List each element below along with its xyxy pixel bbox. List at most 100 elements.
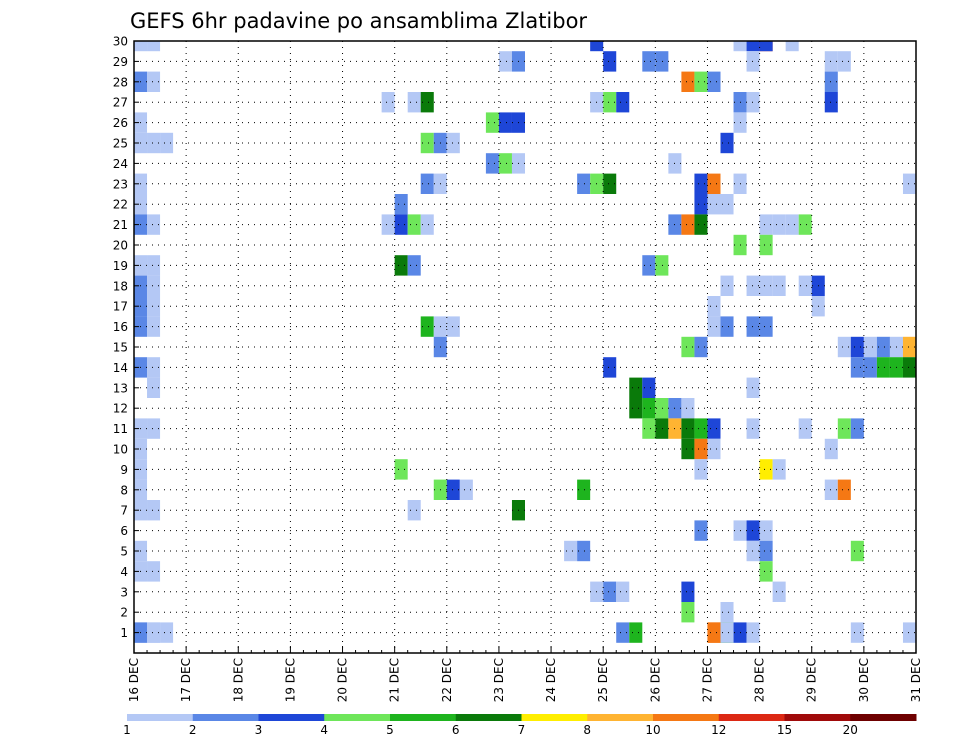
heatmap-cell [616,92,630,113]
y-tick-label: 7 [120,504,128,518]
heatmap-cell [681,438,695,460]
heatmap-cell [590,41,604,52]
y-tick-label: 18 [113,279,128,293]
heatmap-cell [681,336,695,358]
heatmap-cell [446,479,460,500]
heatmap-cell [681,581,695,602]
colorbar-segment [390,714,457,721]
heatmap-cell [420,173,434,194]
heatmap-cell [746,622,760,643]
y-tick-label: 29 [113,55,128,69]
heatmap-cell [147,357,161,378]
heatmap-cell [147,214,161,235]
heatmap-cell [707,71,721,92]
heatmap-cell [603,51,617,72]
heatmap-cell [160,132,174,154]
heatmap-cell [681,71,695,92]
heatmap-cell [694,214,708,235]
heatmap-cell [785,41,799,52]
colorbar-label: 4 [320,723,328,737]
y-tick-label: 1 [120,626,128,640]
x-tick-label: 22 DEC [440,658,454,702]
heatmap-cell [798,214,812,235]
heatmap-cell [824,438,838,460]
colorbar-label: 7 [518,723,526,737]
x-tick-label: 21 DEC [388,658,402,702]
colorbar-segment [784,714,851,721]
heatmap-cell [720,622,734,643]
heatmap-cell [485,153,499,174]
y-tick-label: 19 [113,259,128,273]
x-tick-label: 17 DEC [179,658,193,702]
heatmap-cells [134,41,916,643]
heatmap-cell [407,92,421,113]
heatmap-cell [407,500,421,521]
heatmap-cell [147,296,161,317]
heatmap-cell [629,398,643,419]
heatmap-cell [772,459,786,480]
x-tick-label: 23 DEC [492,658,506,702]
y-tick-label: 6 [120,524,128,538]
y-tick-label: 3 [120,585,128,599]
heatmap-cell [694,194,708,215]
colorbar-segment [521,714,588,721]
heatmap-cell [824,479,838,500]
heatmap-cell [720,194,734,215]
heatmap-cell [772,214,786,235]
colorbar-label: 8 [583,723,591,737]
heatmap-cell [694,520,708,541]
heatmap-cell [420,214,434,235]
heatmap-cell [720,275,734,296]
y-tick-label: 14 [113,361,128,375]
heatmap-cell [655,398,669,419]
heatmap-cell [759,520,773,541]
colorbar-segment [258,714,325,721]
heatmap-cell [577,479,591,500]
y-tick-label: 27 [113,96,128,110]
heatmap-cell [850,336,864,358]
heatmap-cell [863,357,877,378]
heatmap-cell [694,418,708,439]
y-tick-label: 15 [113,341,128,355]
x-tick-label: 31 DEC [909,658,923,702]
heatmap-cell [759,275,773,296]
y-tick-label: 8 [120,483,128,497]
colorbar-segment [324,714,391,721]
heatmap-cell [681,418,695,439]
y-tick-label: 30 [113,35,128,49]
heatmap-cell [746,51,760,72]
heatmap-cell [720,602,734,623]
y-tick-label: 25 [113,137,128,151]
heatmap-cell [837,479,851,500]
heatmap-cell [694,336,708,358]
heatmap-cell [147,132,161,154]
y-tick-label: 12 [113,402,128,416]
colorbar-segment [192,714,259,721]
heatmap-cell [759,561,773,582]
heatmap-cell [603,92,617,113]
heatmap-cell [394,255,408,276]
heatmap-cell [655,418,669,439]
heatmap-cell [603,357,617,378]
x-tick-label: 19 DEC [283,658,297,702]
heatmap-cell [694,71,708,92]
colorbar: 1 2 3 4 5 6 7 8 10 12 15 20 [123,714,917,737]
heatmap-cell [394,214,408,235]
colorbar-label: 6 [452,723,460,737]
heatmap-cell [694,173,708,194]
heatmap-cell [850,622,864,643]
heatmap-cell [498,51,512,72]
heatmap-cell [147,41,161,52]
heatmap-cell [147,500,161,521]
heatmap-cell [681,602,695,623]
heatmap-cell [902,357,916,378]
x-tick-label: 27 DEC [700,658,714,702]
heatmap-cell [876,357,890,378]
y-tick-label: 21 [113,218,128,232]
heatmap-cell [147,622,161,643]
heatmap-cell [420,92,434,113]
heatmap-cell [824,51,838,72]
heatmap-cell [707,438,721,460]
x-tick-label: 30 DEC [857,658,871,702]
heatmap-cell [707,194,721,215]
